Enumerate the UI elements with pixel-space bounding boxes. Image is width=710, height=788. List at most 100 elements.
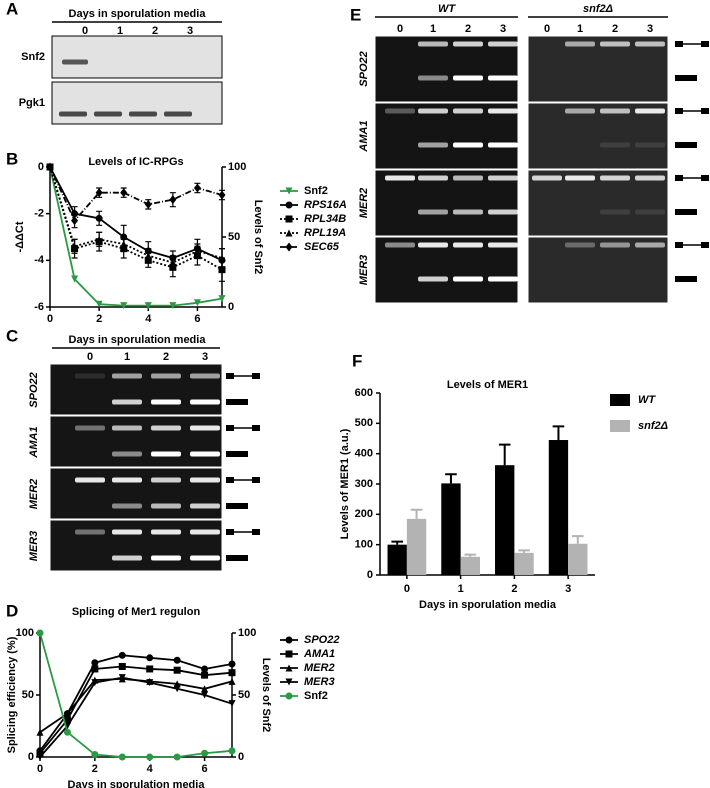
x-tick-label: 0 bbox=[404, 583, 410, 595]
legend-marker bbox=[285, 201, 293, 209]
chart-title: Levels of MER1 bbox=[447, 379, 528, 391]
marker bbox=[228, 700, 236, 708]
marker bbox=[146, 665, 154, 673]
spliced-icon bbox=[226, 503, 248, 509]
row-label: MER2 bbox=[28, 479, 40, 510]
marker bbox=[63, 710, 71, 718]
y-tick-label: 100 bbox=[16, 627, 34, 639]
band bbox=[453, 108, 483, 114]
y-tick-label: 600 bbox=[355, 387, 373, 399]
marker bbox=[228, 669, 236, 677]
y-tick-label: 0 bbox=[28, 751, 34, 763]
marker bbox=[120, 302, 128, 310]
gel bbox=[527, 35, 669, 103]
band bbox=[600, 175, 630, 181]
band bbox=[600, 41, 630, 47]
band bbox=[112, 477, 142, 483]
band bbox=[151, 477, 181, 483]
lane-label: 0 bbox=[397, 23, 403, 35]
legend-marker bbox=[285, 650, 293, 658]
band bbox=[532, 175, 562, 181]
band bbox=[112, 399, 142, 405]
exon-icon bbox=[675, 242, 683, 248]
legend-label: snf2Δ bbox=[638, 420, 668, 432]
exon-icon bbox=[252, 477, 260, 483]
y-tick-label: 300 bbox=[355, 478, 373, 490]
y2-tick-label: 0 bbox=[228, 301, 234, 313]
band bbox=[453, 41, 483, 47]
band bbox=[190, 451, 220, 457]
row-label: Snf2 bbox=[21, 51, 45, 63]
lane-label: 2 bbox=[612, 23, 618, 35]
band bbox=[418, 242, 448, 248]
exon-icon bbox=[252, 529, 260, 535]
panel-label: F bbox=[352, 351, 362, 370]
band bbox=[151, 425, 181, 431]
gel bbox=[49, 519, 223, 572]
bar bbox=[495, 465, 515, 575]
gel bbox=[527, 102, 669, 170]
band bbox=[75, 477, 105, 483]
gel bbox=[527, 169, 669, 237]
exon-icon bbox=[675, 41, 683, 47]
marker bbox=[36, 629, 44, 637]
marker bbox=[173, 685, 181, 693]
y-axis-label: -ΔΔCt bbox=[14, 221, 26, 252]
y-tick-label: -4 bbox=[34, 254, 45, 266]
spliced-icon bbox=[675, 209, 697, 215]
band bbox=[418, 108, 448, 114]
band bbox=[151, 555, 181, 561]
y-tick-label: 400 bbox=[355, 448, 373, 460]
series-line bbox=[49, 166, 223, 307]
y-axis-label: Splicing efficiency (%) bbox=[6, 636, 18, 753]
legend-marker bbox=[285, 187, 293, 195]
marker bbox=[36, 749, 44, 757]
legend-marker bbox=[285, 215, 293, 223]
gel bbox=[49, 467, 223, 520]
exon-icon bbox=[252, 425, 260, 431]
y-axis-label: Levels of MER1 (a.u.) bbox=[339, 428, 351, 539]
error-bar bbox=[410, 508, 423, 519]
marker bbox=[228, 660, 236, 668]
band bbox=[418, 209, 448, 215]
exon-icon bbox=[701, 242, 709, 248]
lane-label: 0 bbox=[87, 351, 93, 363]
blot bbox=[51, 81, 223, 125]
band bbox=[190, 425, 220, 431]
marker bbox=[36, 728, 44, 736]
band bbox=[418, 41, 448, 47]
band bbox=[418, 142, 448, 148]
marker bbox=[173, 666, 181, 674]
band bbox=[418, 75, 448, 81]
marker bbox=[95, 300, 103, 308]
legend-label: SPO22 bbox=[304, 634, 339, 646]
spliced-icon bbox=[226, 451, 248, 457]
band bbox=[418, 276, 448, 282]
band bbox=[565, 175, 595, 181]
band bbox=[190, 477, 220, 483]
legend-marker bbox=[285, 664, 293, 672]
marker bbox=[146, 654, 154, 662]
series-line bbox=[39, 654, 233, 752]
marker bbox=[169, 195, 177, 205]
panel-label: C bbox=[6, 326, 18, 345]
lane-label: 3 bbox=[202, 351, 208, 363]
marker bbox=[63, 716, 71, 724]
gel bbox=[49, 415, 223, 468]
lane-label: 3 bbox=[187, 25, 193, 37]
error-bar bbox=[498, 443, 511, 466]
spliced-icon bbox=[675, 75, 697, 81]
gel bbox=[49, 363, 223, 416]
legend-swatch bbox=[610, 394, 630, 406]
marker bbox=[71, 242, 79, 250]
panel-label: E bbox=[350, 5, 361, 24]
y-tick-label: 0 bbox=[367, 569, 373, 581]
panel-label: D bbox=[6, 601, 18, 620]
band bbox=[635, 209, 665, 215]
marker bbox=[118, 651, 126, 659]
y-tick-label: -6 bbox=[34, 301, 44, 313]
lane-label: 1 bbox=[124, 351, 130, 363]
y2-axis-label: Levels of Snf2 bbox=[252, 200, 264, 275]
marker bbox=[144, 252, 152, 260]
band bbox=[112, 451, 142, 457]
